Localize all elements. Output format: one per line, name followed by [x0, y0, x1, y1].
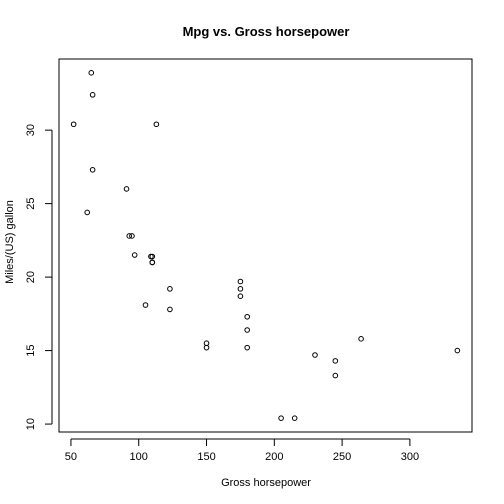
data-point — [84, 209, 91, 216]
x-tick-label: 150 — [197, 451, 215, 463]
x-axis: 50 100 150 200 250 300 — [65, 438, 419, 463]
x-axis-label: Gross horsepower — [221, 477, 311, 489]
data-point — [129, 233, 135, 239]
data-point — [131, 252, 138, 258]
data-point — [244, 313, 250, 320]
data-point — [312, 352, 318, 358]
data-point — [70, 121, 77, 128]
chart-title: Mpg vs. Gross horsepower — [183, 24, 350, 39]
data-point — [332, 358, 339, 364]
data-point — [142, 302, 149, 308]
data-point — [244, 327, 250, 333]
data-point — [89, 92, 96, 98]
y-axis-label: Miles/(US) gallon — [4, 200, 16, 284]
data-point — [237, 286, 244, 292]
y-tick-label: 20 — [25, 271, 37, 283]
data-point — [148, 253, 154, 260]
y-tick-label: 30 — [25, 124, 37, 136]
x-tick-label: 200 — [265, 451, 283, 463]
data-point — [89, 167, 96, 173]
data-point — [167, 306, 173, 313]
data-point — [153, 121, 160, 128]
x-tick-label: 250 — [333, 451, 351, 463]
y-axis: 10 15 20 25 30 — [25, 124, 53, 430]
data-point — [332, 372, 339, 379]
data-point — [358, 336, 364, 342]
plot-area-frame — [58, 58, 473, 433]
y-tick-label: 15 — [25, 344, 37, 356]
data-point — [203, 344, 210, 351]
data-point — [454, 347, 461, 354]
x-tick-label: 100 — [130, 451, 148, 463]
data-point — [278, 415, 284, 421]
data-point — [291, 415, 298, 421]
x-tick-label: 50 — [65, 451, 77, 463]
data-point — [237, 293, 244, 300]
data-points — [70, 70, 461, 421]
data-point — [126, 233, 133, 239]
data-point — [244, 344, 250, 351]
y-tick-label: 25 — [25, 197, 37, 209]
data-point — [149, 259, 156, 266]
y-tick-label: 10 — [25, 418, 37, 430]
data-point — [237, 278, 244, 285]
data-point — [123, 186, 130, 192]
x-tick-label: 300 — [401, 451, 419, 463]
data-point — [167, 286, 173, 292]
data-point — [88, 70, 95, 76]
